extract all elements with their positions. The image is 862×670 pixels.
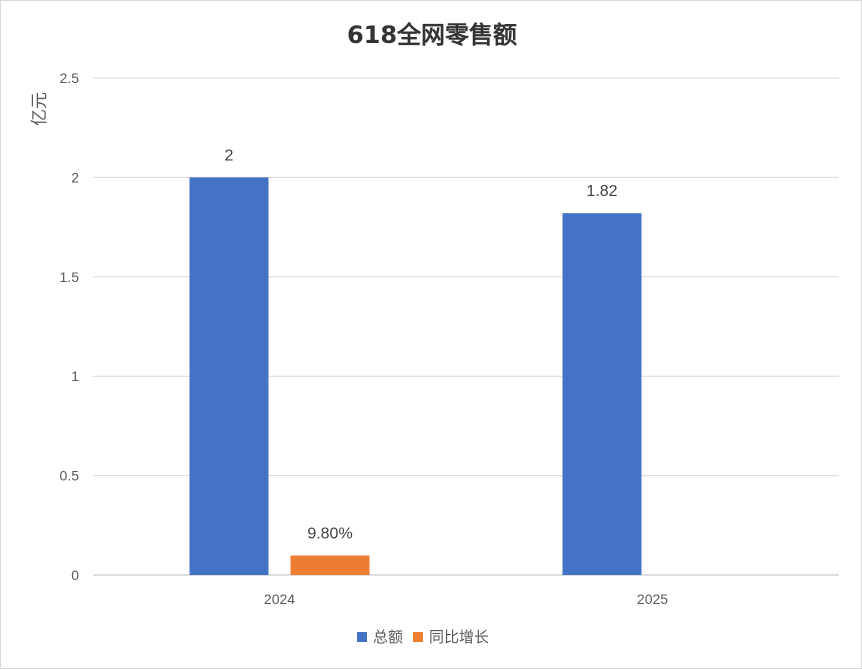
x-tick-label: 2024 [264, 591, 295, 607]
y-tick-label: 2.5 [60, 70, 80, 86]
data-label: 1.82 [586, 183, 617, 200]
bar-0-1 [562, 213, 642, 575]
data-label: 9.80% [307, 526, 352, 543]
y-tick-label: 0 [71, 567, 79, 583]
legend-swatch [357, 632, 367, 642]
x-tick-label: 2025 [637, 591, 668, 607]
y-tick-label: 2 [71, 169, 79, 185]
data-label: 2 [225, 147, 234, 164]
bar-1-0 [290, 555, 370, 575]
bar-0-0 [189, 177, 269, 575]
legend-label: 总额 [373, 628, 403, 646]
chart-title: 618全网零售额 [347, 21, 517, 49]
legend-label: 同比增长 [429, 628, 489, 646]
y-tick-label: 1.5 [60, 269, 80, 285]
legend-swatch [413, 632, 423, 642]
y-tick-label: 1 [71, 368, 79, 384]
y-tick-label: 0.5 [60, 468, 80, 484]
y-axis-label: 亿元 [30, 92, 50, 126]
